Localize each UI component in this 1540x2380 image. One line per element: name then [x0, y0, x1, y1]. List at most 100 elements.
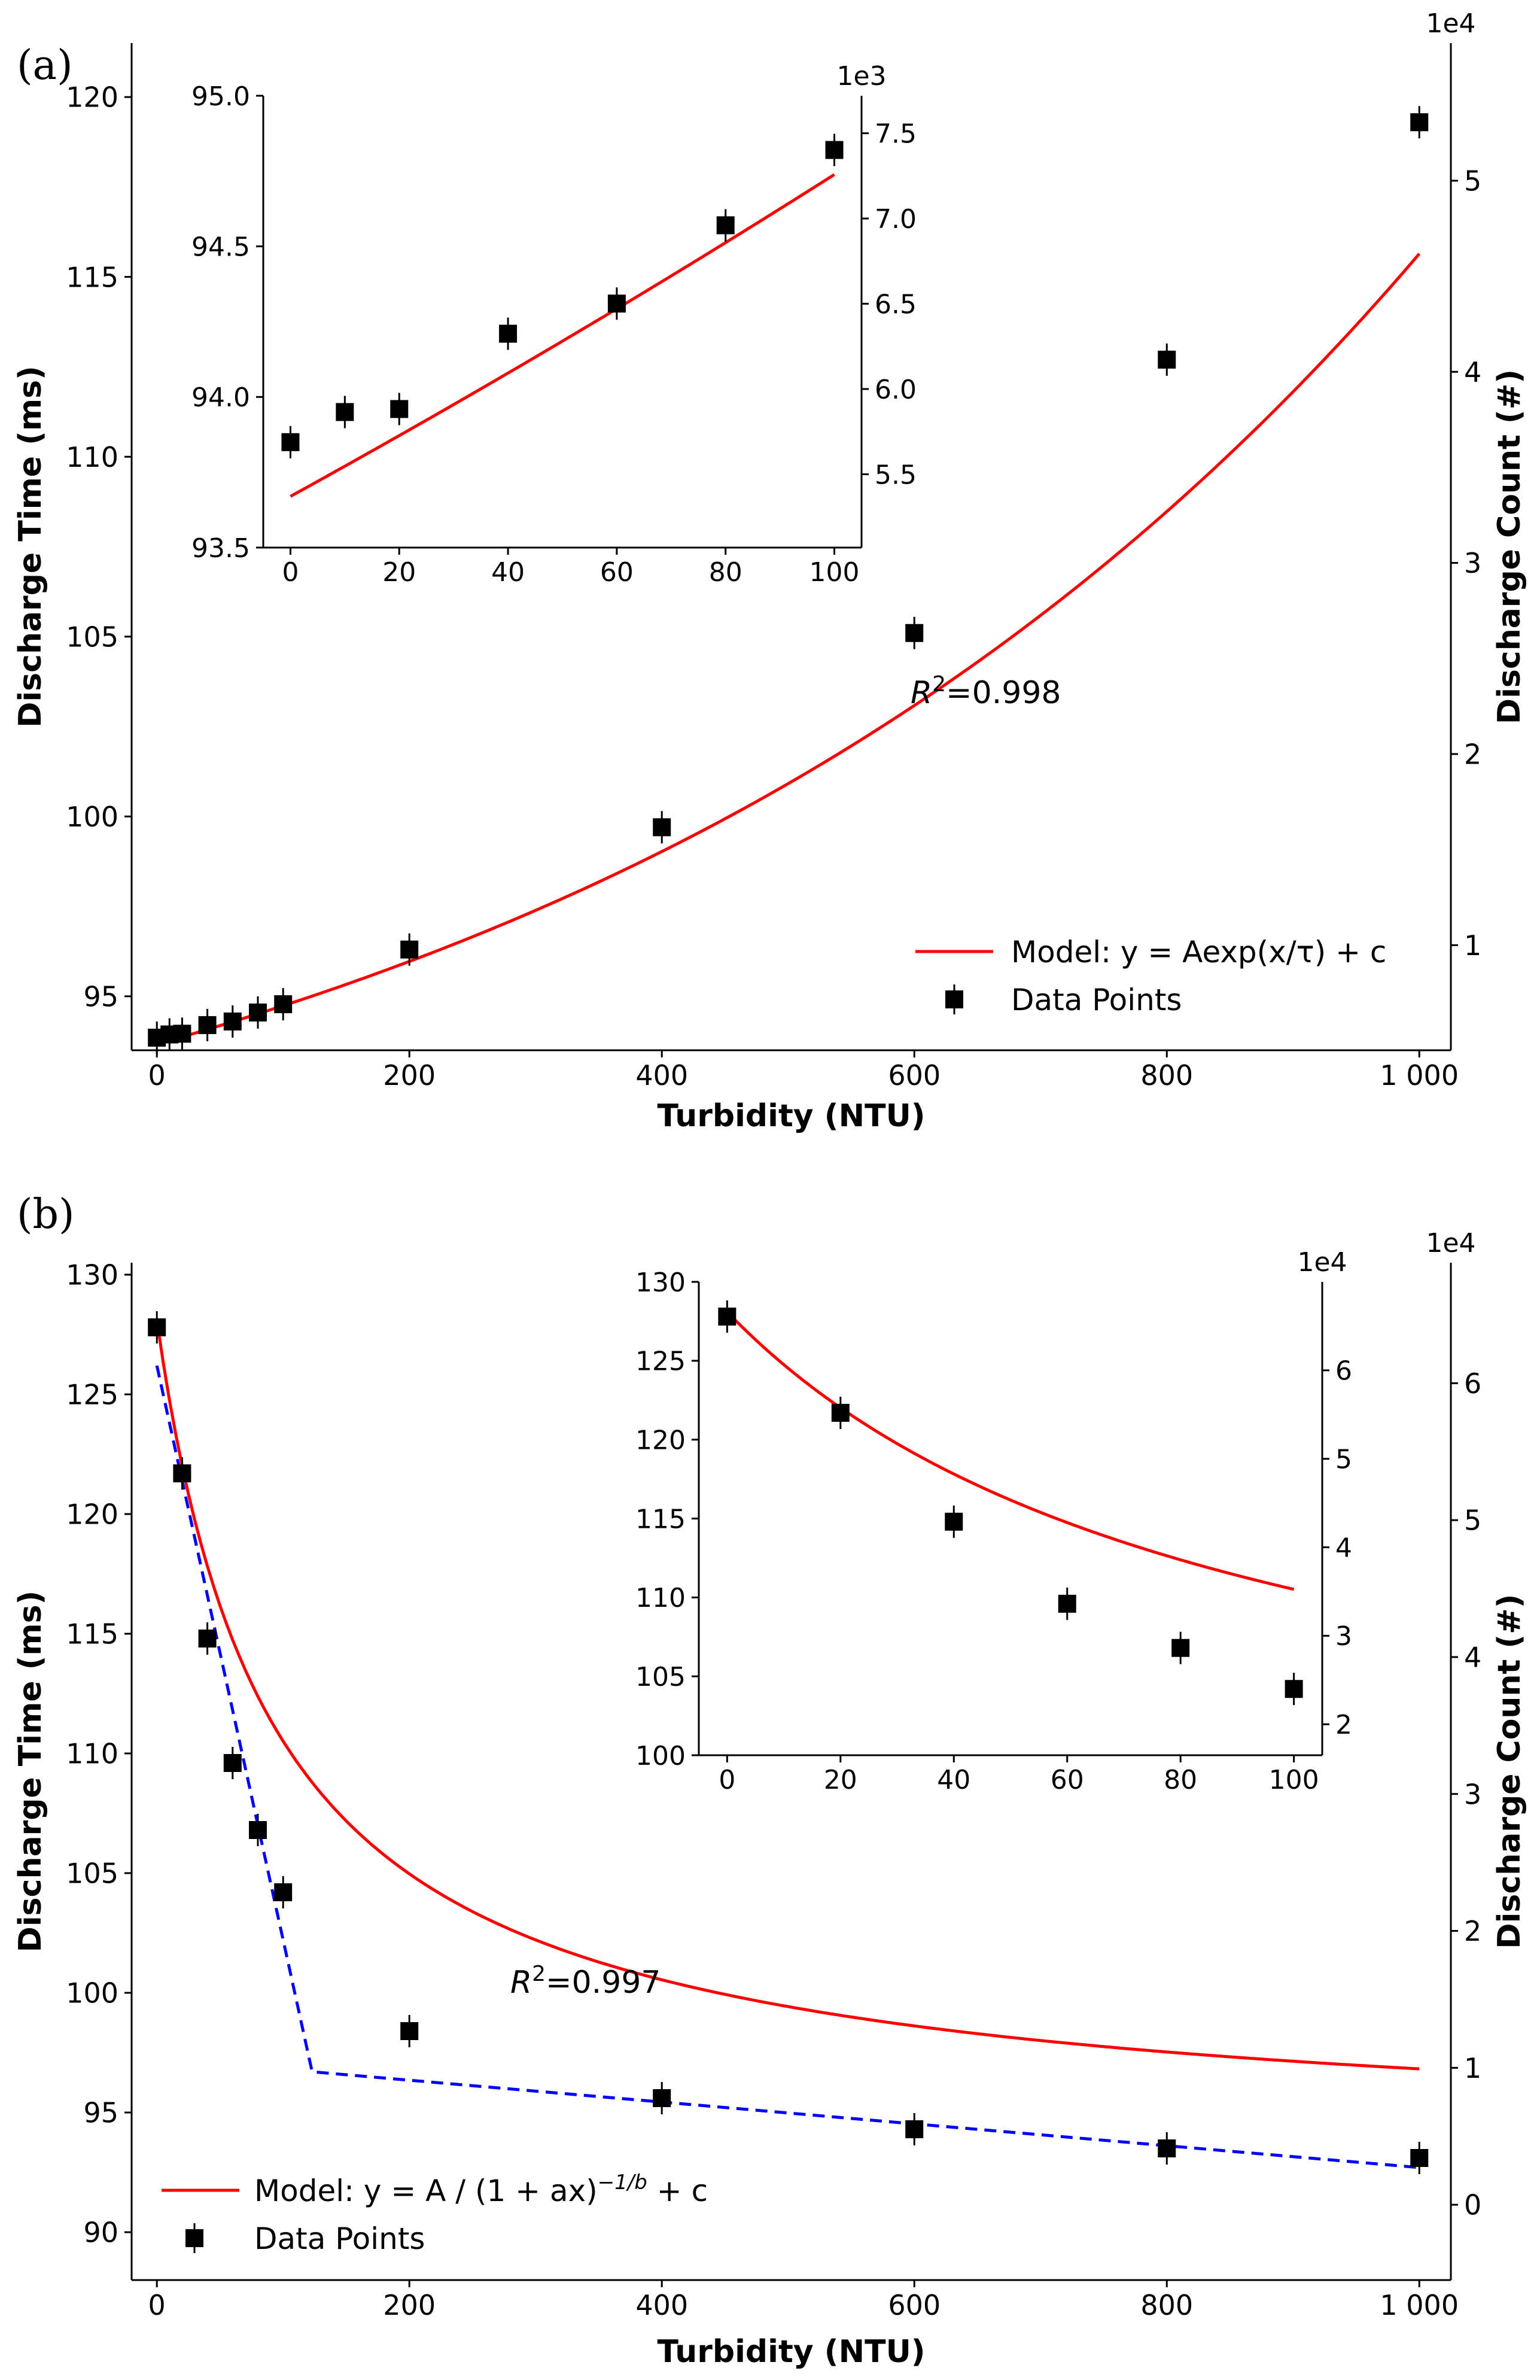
x-tick-label: 60 — [1051, 1765, 1084, 1795]
x-tick-label: 600 — [888, 1059, 941, 1092]
data-point — [223, 1754, 242, 1772]
data-point — [499, 324, 518, 343]
panel-b: (b)0 200 400 600 800 1 0009095100105110115120… — [13, 1191, 1527, 2370]
data-point — [945, 1512, 963, 1531]
inset-model-curve — [726, 1311, 1295, 1591]
r-squared-symbol: R — [510, 1965, 532, 2001]
panel-label-a: (a) — [17, 42, 73, 89]
data-point — [400, 940, 419, 959]
x-tick-label: 80 — [709, 557, 742, 588]
x-axis-label: Turbidity (NTU) — [657, 1098, 925, 1134]
y2-tick-label: 5 — [1464, 165, 1481, 197]
y2-scale-label: 1e4 — [1426, 8, 1475, 39]
y-tick-label: 100 — [635, 1741, 686, 1771]
legend-model-exponent: −1/b — [598, 2171, 647, 2194]
data-point — [905, 2120, 924, 2138]
x-tick-label: 400 — [635, 2289, 688, 2321]
data-point — [274, 995, 293, 1014]
data-point — [198, 1630, 217, 1648]
y-tick-label: 110 — [66, 1738, 118, 1770]
y-tick-label: 105 — [66, 621, 118, 653]
y-tick-label: 93.5 — [191, 533, 250, 564]
legend-model-label: Model: y = Aexp(x/τ) + c — [1011, 935, 1386, 969]
legend-model-formula: Model: y = A / (1 + ax) — [254, 2174, 598, 2208]
y2-tick-label: 7.5 — [875, 119, 917, 150]
y2-scale-label: 1e4 — [1426, 1228, 1475, 1259]
piecewise-fit-line — [155, 1365, 1420, 2169]
data-point — [336, 403, 354, 421]
data-point — [223, 1012, 242, 1031]
y2-tick-label: 5 — [1464, 1504, 1481, 1537]
data-point — [1158, 350, 1176, 369]
y2-tick-label: 5.5 — [875, 460, 917, 490]
legend-model-tail: + c — [647, 2174, 708, 2208]
y-tick-label: 90 — [83, 2217, 118, 2249]
legend-points-label: Data Points — [254, 2221, 425, 2256]
y-tick-label: 95.0 — [191, 81, 250, 112]
r-squared-exponent: 2 — [532, 1962, 546, 1986]
data-point — [905, 624, 924, 642]
r-squared-symbol: R — [911, 675, 932, 711]
x-tick-label: 600 — [888, 2289, 941, 2321]
y2-tick-label: 2 — [1464, 738, 1481, 771]
model-curve — [155, 1320, 1420, 2071]
data-point — [825, 141, 844, 159]
data-point — [249, 1003, 267, 1022]
data-point — [716, 216, 735, 235]
legend-model-label: Model: y = A / (1 + ax)−1/b + c — [254, 2171, 708, 2208]
y-tick-label: 94.0 — [191, 382, 250, 413]
model-curve — [156, 253, 1421, 1046]
x-axis-label: Turbidity (NTU) — [657, 2334, 925, 2370]
data-point — [607, 294, 626, 313]
y-tick-label: 105 — [635, 1662, 686, 1692]
y2-scale-label: 1e4 — [1297, 1247, 1347, 1278]
y2-scale-label: 1e3 — [836, 61, 886, 92]
y2-tick-label: 6 — [1335, 1356, 1352, 1387]
y2-tick-label: 6.5 — [875, 289, 917, 320]
x-tick-label: 100 — [809, 557, 860, 588]
y-tick-label: 125 — [635, 1346, 686, 1377]
x-tick-label: 20 — [824, 1765, 857, 1795]
r-squared-exponent: 2 — [932, 672, 946, 697]
x-tick-label: 40 — [937, 1765, 970, 1795]
y2-tick-label: 6 — [1464, 1367, 1481, 1400]
y-axis-label: Discharge Time (ms) — [13, 366, 48, 728]
y-tick-label: 105 — [66, 1858, 118, 1890]
y2-axis-label: Discharge Count (#) — [1492, 1594, 1527, 1949]
y-tick-label: 115 — [635, 1504, 686, 1534]
data-point — [281, 433, 300, 451]
y2-tick-label: 5 — [1335, 1445, 1352, 1475]
data-point — [400, 2022, 419, 2040]
y-tick-label: 95 — [83, 980, 118, 1013]
r-squared-value: =0.997 — [546, 1965, 661, 2001]
data-point — [831, 1403, 850, 1422]
data-point — [390, 400, 409, 418]
y-axis-label: Discharge Time (ms) — [13, 1591, 48, 1953]
data-point — [249, 1821, 267, 1839]
y2-tick-label: 4 — [1464, 1642, 1481, 1674]
inset-a: 0 20 40 60 80 100 93.5 94.0 94.5 95.0 5.5 6.0 6.5 7.0… — [191, 61, 917, 588]
y-tick-label: 125 — [66, 1379, 118, 1411]
data-point — [718, 1308, 736, 1326]
y-tick-label: 115 — [66, 261, 118, 293]
x-tick-label: 800 — [1140, 2289, 1193, 2321]
panel-a: (a)0 200 400 600 800 1 0009510010511011512012… — [13, 8, 1527, 1134]
data-point — [173, 1025, 191, 1043]
data-point — [653, 2089, 671, 2107]
r-squared-label: R2=0.998 — [911, 672, 1061, 711]
y-tick-label: 115 — [66, 1618, 118, 1651]
x-tick-label: 20 — [382, 557, 416, 588]
data-point — [173, 1464, 191, 1482]
y2-tick-label: 1 — [1464, 929, 1481, 962]
x-tick-label: 0 — [719, 1765, 735, 1795]
y-tick-label: 120 — [66, 81, 118, 114]
x-tick-label: 0 — [148, 2289, 166, 2321]
inset-model-curve — [290, 173, 835, 498]
legend-point-marker — [945, 990, 963, 1008]
y2-tick-label: 2 — [1335, 1710, 1352, 1740]
y2-tick-label: 1 — [1464, 2052, 1481, 2084]
x-tick-label: 400 — [635, 1059, 688, 1092]
x-tick-label: 200 — [383, 2289, 436, 2321]
y2-tick-label: 4 — [1464, 356, 1481, 388]
